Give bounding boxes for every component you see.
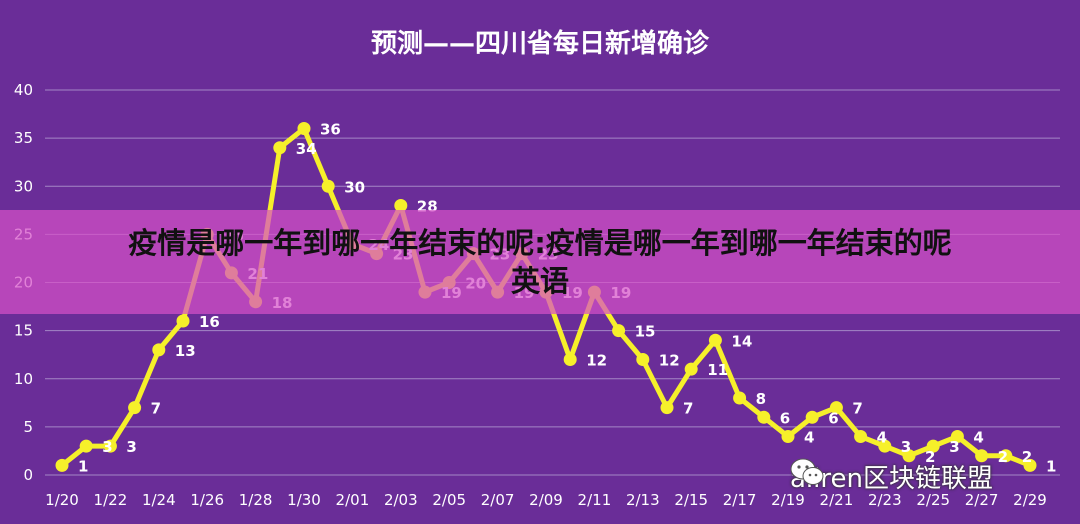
data-point	[636, 353, 650, 366]
data-point	[999, 449, 1013, 463]
y-tick-label: 5	[23, 418, 33, 436]
headline-line-1: 疫情是哪一年到哪一年结束的呢:疫情是哪一年到哪一年结束的呢	[128, 226, 952, 260]
data-label: 1	[1046, 457, 1056, 475]
y-tick-label: 30	[14, 177, 33, 195]
data-point	[660, 401, 674, 415]
x-tick-label: 1/22	[94, 491, 128, 509]
data-point	[805, 410, 819, 424]
data-point	[128, 401, 142, 415]
data-label: 14	[731, 332, 752, 350]
data-point	[103, 439, 117, 453]
data-label: 4	[877, 429, 887, 447]
x-tick-label: 2/03	[384, 491, 418, 509]
watermark: aliren区块链联盟	[790, 458, 993, 494]
data-label: 11	[707, 361, 728, 379]
data-point	[79, 439, 93, 453]
data-label: 15	[635, 323, 656, 341]
data-label: 6	[828, 409, 838, 427]
watermark-text: aliren区块链联盟	[790, 463, 993, 494]
x-tick-label: 2/01	[336, 491, 370, 509]
data-label: 4	[973, 429, 983, 447]
data-point	[926, 439, 940, 453]
x-tick-label: 2/09	[529, 491, 563, 509]
data-point	[394, 199, 408, 212]
data-label: 2	[1022, 448, 1032, 466]
headline-line-2: 英语	[510, 264, 569, 298]
x-tick-label: 1/20	[45, 491, 79, 509]
data-label: 36	[320, 121, 341, 139]
x-tick-label: 2/07	[481, 491, 515, 509]
data-point	[708, 333, 722, 347]
headline-banner: 疫情是哪一年到哪一年结束的呢:疫情是哪一年到哪一年结束的呢 英语	[0, 210, 1080, 314]
chart-title: 预测——四川省每日新增确诊	[371, 28, 710, 59]
data-label: 2	[998, 448, 1008, 466]
data-point	[757, 410, 771, 424]
x-tick-label: 1/28	[239, 491, 273, 509]
x-tick-label: 2/21	[820, 491, 854, 509]
data-label: 3	[949, 438, 959, 456]
data-point	[975, 449, 989, 463]
x-tick-label: 2/15	[674, 491, 708, 509]
x-tick-label: 2/11	[578, 491, 612, 509]
x-tick-label: 2/25	[916, 491, 950, 509]
data-point	[321, 179, 335, 193]
data-point	[176, 314, 190, 328]
data-point	[902, 449, 916, 463]
data-label: 13	[175, 342, 196, 360]
data-label: 4	[804, 429, 814, 447]
data-point	[829, 401, 843, 415]
data-point	[684, 362, 698, 376]
x-tick-label: 1/26	[190, 491, 224, 509]
y-tick-label: 40	[14, 81, 33, 99]
data-label: 12	[586, 352, 607, 370]
data-label: 3	[901, 438, 911, 456]
data-point	[733, 391, 747, 405]
data-point	[1023, 458, 1037, 472]
data-label: 3	[126, 438, 136, 456]
data-point	[878, 439, 892, 453]
x-tick-label: 2/23	[868, 491, 902, 509]
data-label: 7	[683, 400, 693, 418]
data-label: 34	[296, 140, 317, 158]
wechat-icon	[790, 458, 824, 485]
data-point	[273, 141, 287, 155]
data-label: 12	[659, 352, 680, 370]
y-tick-label: 10	[14, 370, 33, 388]
data-label: 16	[199, 313, 220, 331]
y-tick-label: 0	[23, 466, 33, 484]
x-tick-label: 2/19	[771, 491, 805, 509]
x-tick-label: 2/27	[965, 491, 999, 509]
data-label: 7	[852, 400, 862, 418]
data-point	[854, 430, 868, 443]
data-point	[612, 324, 626, 338]
data-label: 7	[151, 400, 161, 418]
data-point	[55, 458, 69, 472]
x-tick-label: 2/17	[723, 491, 757, 509]
data-point	[950, 430, 964, 443]
x-tick-label: 2/05	[432, 491, 466, 509]
data-label: 8	[756, 390, 766, 408]
data-point	[297, 122, 311, 135]
data-point	[781, 430, 795, 443]
data-label: 6	[780, 409, 790, 427]
y-tick-label: 35	[14, 129, 33, 147]
x-tick-label: 2/29	[1013, 491, 1047, 509]
data-label: 3	[102, 438, 112, 456]
data-label: 1	[78, 457, 88, 475]
data-point	[563, 353, 577, 366]
x-tick-label: 2/13	[626, 491, 660, 509]
data-label: 30	[344, 178, 365, 196]
y-tick-label: 15	[14, 322, 33, 340]
data-label: 2	[925, 448, 935, 466]
x-tick-label: 1/30	[287, 491, 321, 509]
x-tick-label: 1/24	[142, 491, 176, 509]
data-point	[152, 343, 166, 357]
